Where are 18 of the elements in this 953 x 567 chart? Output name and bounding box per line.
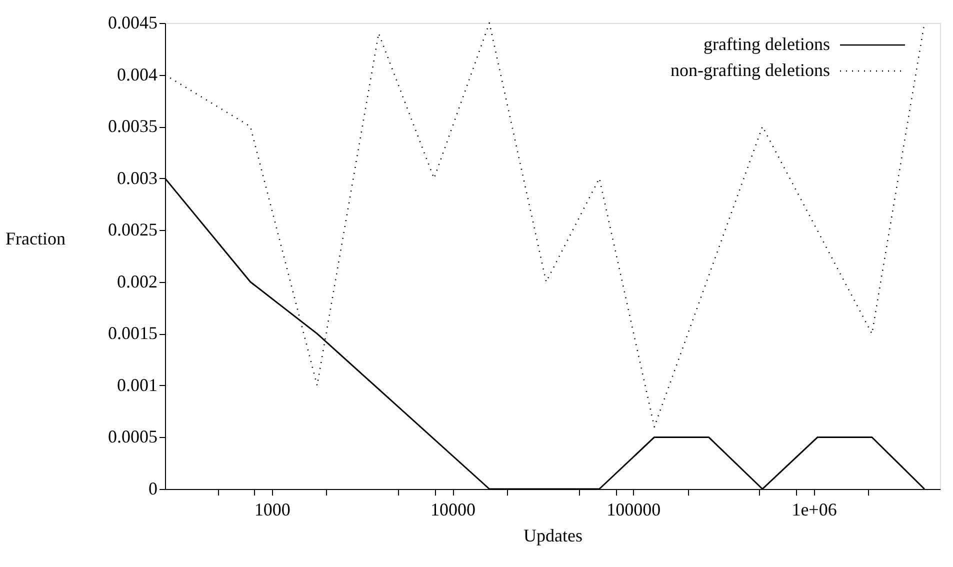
legend-label: grafting deletions — [704, 34, 830, 54]
y-tick-label: 0.002 — [117, 271, 158, 292]
x-tick-label: 1000 — [254, 500, 290, 520]
y-tick-label: 0.0035 — [108, 116, 158, 136]
legend-label: non-grafting deletions — [670, 60, 830, 80]
x-tick-label: 10000 — [430, 500, 476, 520]
y-tick-label: 0.0015 — [108, 323, 158, 344]
y-tick-label: 0.003 — [117, 168, 158, 188]
x-axis-title: Updates — [524, 526, 582, 546]
y-tick-label: 0 — [148, 478, 158, 498]
x-tick-label: 1e+06 — [792, 500, 837, 520]
y-tick-label: 0.0005 — [108, 426, 158, 447]
y-tick-label: 0.001 — [117, 374, 158, 395]
x-tick-label: 100000 — [606, 500, 661, 520]
y-tick-label: 0.004 — [117, 64, 158, 84]
y-axis-title: Fraction — [6, 228, 66, 248]
y-tick-label: 0.0025 — [108, 220, 158, 240]
y-tick-label: 0.0045 — [108, 12, 158, 32]
